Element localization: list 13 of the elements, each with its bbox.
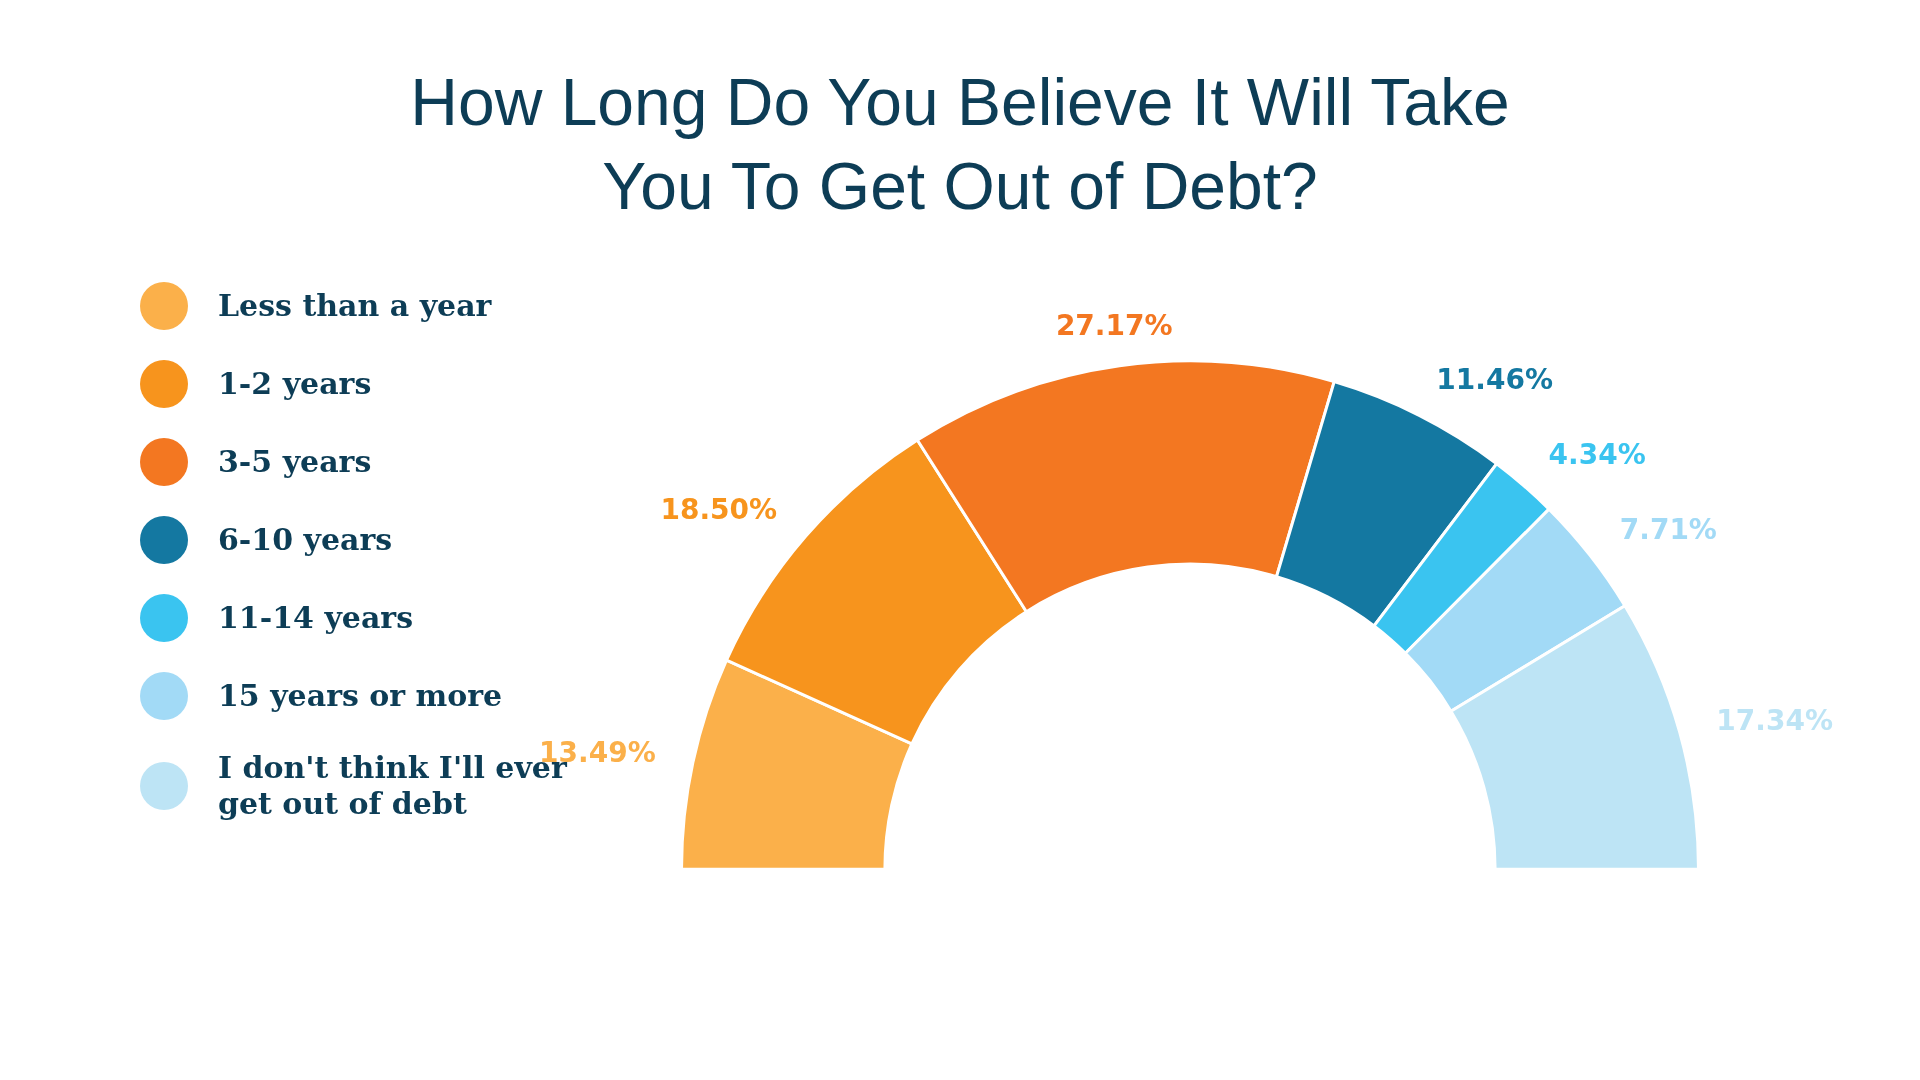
data-label: 7.71% (1619, 512, 1717, 546)
legend-label: 3-5 years (218, 444, 372, 480)
legend-label: Less than a year (218, 288, 492, 324)
legend-label: 6-10 years (218, 522, 393, 558)
data-label: 27.17% (1055, 309, 1173, 343)
data-label: 17.34% (1716, 703, 1833, 737)
data-label: 11.46% (1436, 362, 1553, 396)
legend-label: 11-14 years (218, 600, 414, 636)
data-label: 4.34% (1548, 438, 1646, 472)
chart-title: How Long Do You Believe It Will Take You To Get Out of Debt? (409, 64, 1511, 225)
legend-label: 1-2 years (218, 366, 372, 402)
legend-label: 15 years or more (218, 678, 503, 714)
data-label: 18.50% (660, 492, 778, 526)
